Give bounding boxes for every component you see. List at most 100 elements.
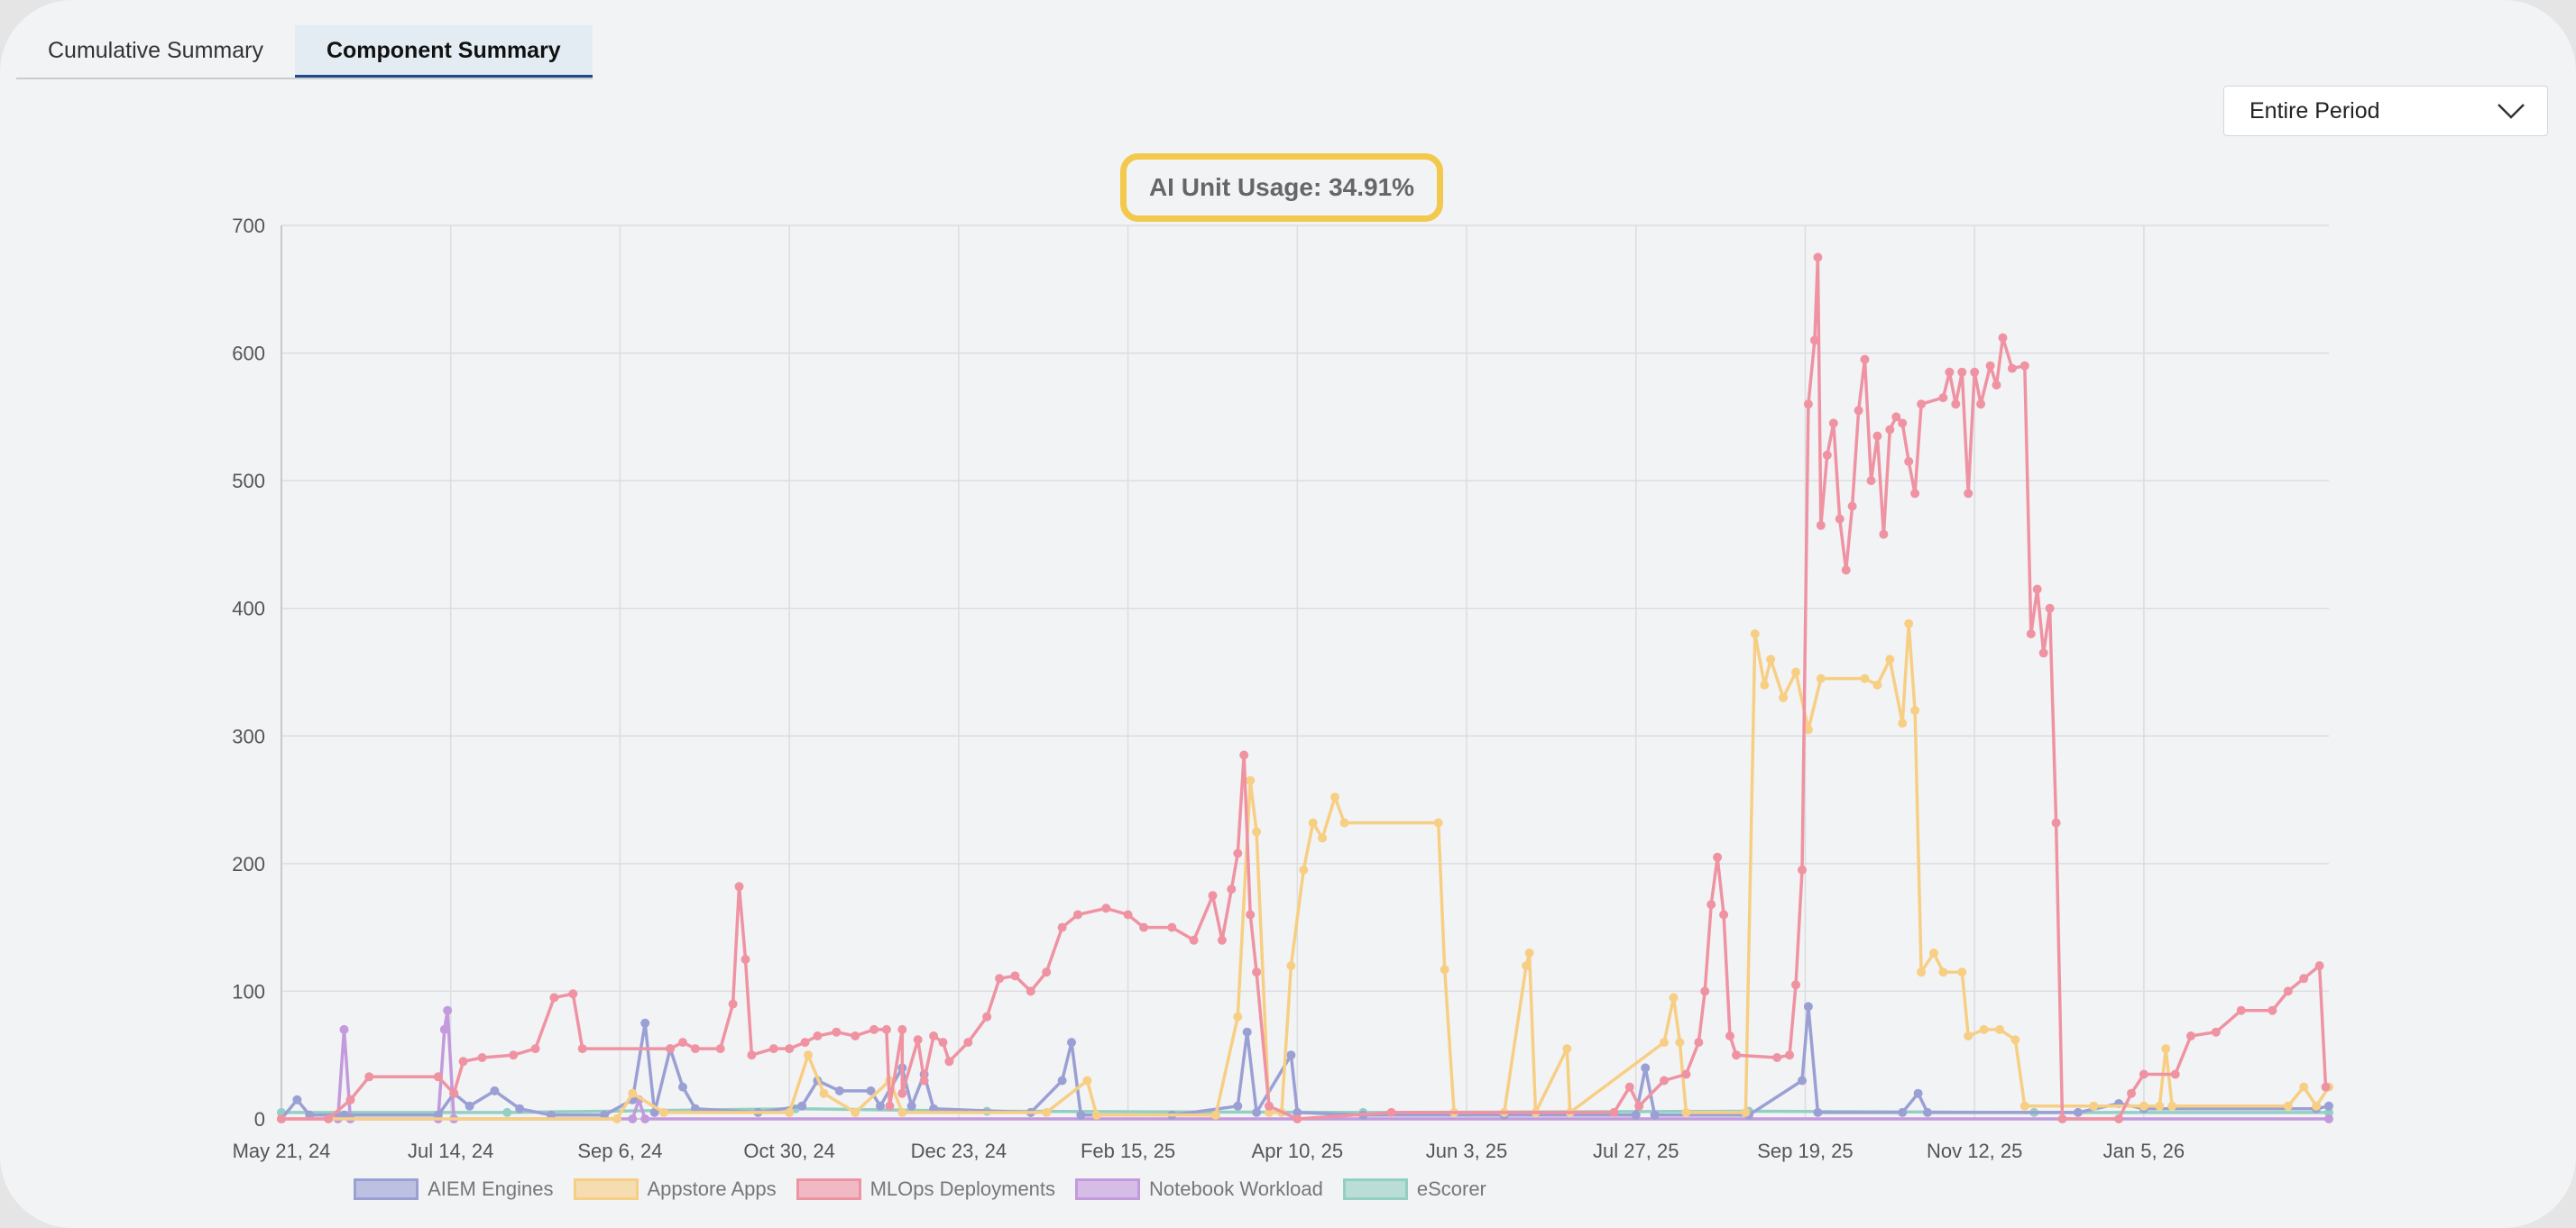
data-point — [1854, 406, 1863, 416]
data-point — [2114, 1114, 2124, 1123]
data-point — [1976, 399, 1986, 409]
data-point — [851, 1107, 860, 1117]
data-point — [785, 1107, 795, 1117]
data-point — [509, 1050, 519, 1060]
period-select[interactable]: Entire Period — [2223, 86, 2548, 136]
tab-component-summary[interactable]: Component Summary — [294, 25, 593, 78]
data-point — [690, 1044, 700, 1054]
data-point — [678, 1082, 687, 1092]
data-point — [1239, 750, 1249, 760]
data-point — [1233, 848, 1243, 858]
data-point — [1286, 1050, 1296, 1060]
data-point — [612, 1114, 621, 1123]
data-point — [1299, 865, 1309, 875]
summary-tabs: Cumulative Summary Component Summary — [16, 25, 593, 79]
data-point — [963, 1038, 973, 1048]
data-point — [1898, 719, 1908, 729]
data-point — [1885, 655, 1895, 664]
data-point — [1719, 910, 1729, 920]
data-point — [919, 1076, 929, 1086]
y-tick-label: 700 — [232, 215, 265, 237]
data-point — [277, 1114, 286, 1123]
data-point — [1641, 1063, 1651, 1073]
legend-label: Notebook Workload — [1149, 1178, 1323, 1200]
data-point — [439, 1024, 449, 1034]
data-point — [1957, 367, 1967, 377]
data-point — [568, 989, 578, 999]
data-point — [1860, 354, 1870, 364]
data-point — [1979, 1024, 1989, 1034]
data-point — [1252, 827, 1262, 837]
data-point — [1217, 935, 1227, 945]
data-point — [1293, 1107, 1302, 1117]
data-point — [1917, 399, 1927, 409]
data-point — [1694, 1038, 1704, 1048]
data-point — [1917, 967, 1927, 977]
legend-item[interactable]: Notebook Workload — [1075, 1178, 1323, 1201]
data-point — [659, 1107, 669, 1117]
legend-item[interactable]: MLOps Deployments — [796, 1178, 1055, 1201]
data-point — [449, 1088, 459, 1098]
data-point — [1913, 1088, 1923, 1098]
data-point — [1440, 965, 1449, 975]
data-point — [577, 1044, 587, 1054]
data-point — [832, 1027, 842, 1037]
data-point — [1816, 674, 1826, 683]
chart-legend: AIEM Engines Appstore Apps MLOps Deploymen… — [0, 1178, 1840, 1201]
data-point — [2283, 986, 2293, 996]
data-point — [324, 1114, 334, 1123]
data-point — [1246, 775, 1256, 785]
legend-item[interactable]: AIEM Engines — [354, 1178, 554, 1201]
data-point — [1713, 852, 1723, 862]
data-point — [1872, 431, 1882, 441]
data-point — [1675, 1038, 1685, 1048]
legend-item[interactable]: Appstore Apps — [573, 1178, 777, 1201]
data-point — [2089, 1101, 2099, 1111]
data-point — [292, 1095, 302, 1104]
data-point — [530, 1044, 540, 1054]
data-point — [477, 1053, 487, 1062]
data-point — [2299, 974, 2309, 984]
legend-label: eScorer — [1416, 1178, 1486, 1200]
data-point — [1233, 1101, 1243, 1111]
data-point — [2026, 629, 2036, 638]
data-point — [640, 1018, 650, 1028]
data-point — [1998, 333, 2008, 343]
data-point — [906, 1101, 916, 1111]
data-point — [876, 1101, 885, 1111]
data-point — [1803, 399, 1813, 409]
tab-cumulative-summary[interactable]: Cumulative Summary — [48, 38, 263, 63]
data-point — [2019, 361, 2029, 371]
data-point — [2283, 1101, 2293, 1111]
data-point — [1522, 961, 1532, 971]
data-point — [897, 1107, 907, 1117]
data-point — [1123, 910, 1133, 920]
data-point — [1101, 903, 1111, 913]
data-point — [1904, 619, 1914, 628]
data-point — [897, 1024, 907, 1034]
data-point — [1067, 1038, 1076, 1048]
data-point — [1562, 1044, 1572, 1054]
data-point — [1750, 629, 1760, 638]
legend-item[interactable]: eScorer — [1342, 1178, 1486, 1201]
data-point — [2155, 1101, 2165, 1111]
x-tick-label: Jul 27, 25 — [1593, 1140, 1679, 1162]
data-point — [1898, 1107, 1908, 1117]
data-point — [1910, 706, 1920, 715]
data-point — [1803, 725, 1813, 735]
data-point — [804, 1050, 813, 1060]
data-point — [1252, 1107, 1262, 1117]
legend-swatch — [1075, 1178, 1141, 1200]
data-point — [2057, 1114, 2067, 1123]
data-point — [1057, 922, 1067, 932]
data-point — [2139, 1069, 2148, 1079]
y-tick-label: 400 — [232, 598, 265, 620]
data-point — [1822, 450, 1832, 460]
data-point — [2167, 1101, 2177, 1111]
series-line — [280, 1004, 2330, 1121]
data-point — [2186, 1031, 2195, 1040]
data-point — [1650, 1110, 1660, 1120]
data-point — [2127, 1088, 2136, 1098]
y-tick-label: 300 — [232, 725, 265, 747]
